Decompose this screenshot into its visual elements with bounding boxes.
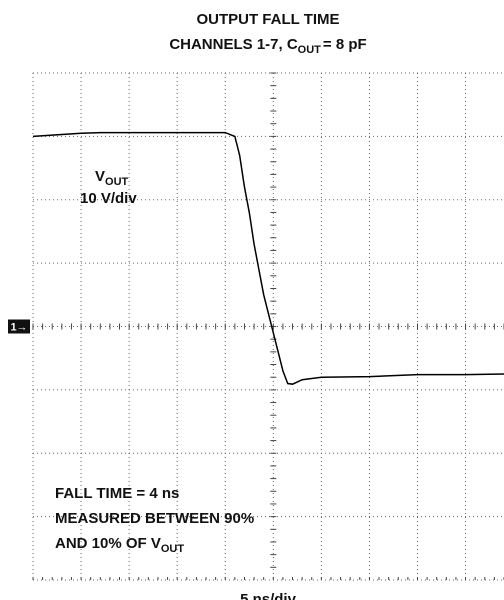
plot-area bbox=[32, 72, 504, 581]
note-line: AND 10% OF VOUT bbox=[55, 535, 184, 555]
note-line: MEASURED BETWEEN 90% bbox=[55, 510, 254, 527]
subtitle-text: CHANNELS 1-7, C bbox=[169, 36, 298, 53]
waveform bbox=[32, 131, 504, 385]
ground-marker-box bbox=[8, 319, 30, 334]
trace-label-sub: OUT bbox=[105, 176, 129, 188]
ground-marker: 1→ bbox=[10, 322, 27, 334]
note-sub: OUT bbox=[161, 543, 185, 555]
chart-subtitle: CHANNELS 1-7, COUT = 8 pF bbox=[169, 36, 366, 56]
scale-label: 10 V/div bbox=[80, 190, 137, 207]
trace-label: VOUT bbox=[95, 168, 129, 188]
x-axis-label: 5 ns/div bbox=[240, 591, 297, 600]
subtitle-sub: OUT bbox=[298, 44, 322, 56]
trace-label-text: V bbox=[95, 168, 105, 185]
note-line: FALL TIME = 4 ns bbox=[55, 485, 179, 502]
subtitle-tail: = 8 pF bbox=[323, 36, 367, 53]
note-text: AND 10% OF V bbox=[55, 535, 161, 552]
chart-title: OUTPUT FALL TIME bbox=[196, 11, 339, 28]
